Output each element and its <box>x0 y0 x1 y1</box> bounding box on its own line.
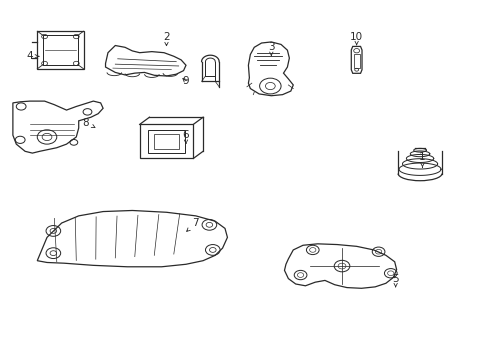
Text: 9: 9 <box>183 76 189 86</box>
Text: 5: 5 <box>391 274 398 287</box>
Text: 7: 7 <box>186 218 199 231</box>
Text: 8: 8 <box>82 118 95 128</box>
Text: 2: 2 <box>163 32 169 46</box>
Text: 6: 6 <box>183 130 189 143</box>
Text: 1: 1 <box>418 152 425 167</box>
Text: 3: 3 <box>267 42 274 55</box>
Text: 4: 4 <box>26 51 39 61</box>
Text: 10: 10 <box>349 32 363 45</box>
